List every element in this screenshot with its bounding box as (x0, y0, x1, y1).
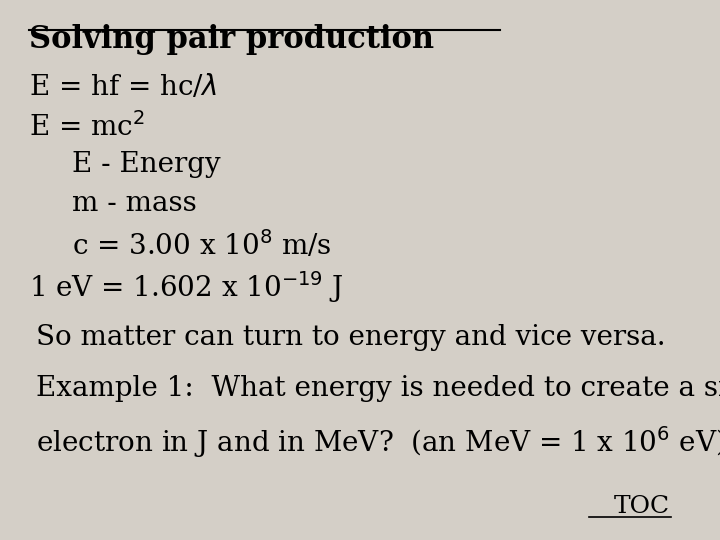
Text: E = mc$^2$: E = mc$^2$ (29, 112, 145, 142)
Text: 1 eV = 1.602 x 10$^{-19}$ J: 1 eV = 1.602 x 10$^{-19}$ J (29, 269, 343, 305)
Text: Solving pair production: Solving pair production (29, 24, 434, 55)
Text: TOC: TOC (613, 495, 670, 518)
Text: Example 1:  What energy is needed to create a single: Example 1: What energy is needed to crea… (36, 375, 720, 402)
Text: So matter can turn to energy and vice versa.: So matter can turn to energy and vice ve… (36, 324, 665, 351)
Text: c = 3.00 x 10$^8$ m/s: c = 3.00 x 10$^8$ m/s (72, 229, 331, 261)
Text: E = hf = hc/$\lambda$: E = hf = hc/$\lambda$ (29, 73, 217, 101)
Text: electron in J and in MeV?  (an MeV = 1 x 10$^6$ eV): electron in J and in MeV? (an MeV = 1 x … (36, 424, 720, 460)
Text: E - Energy: E - Energy (72, 151, 220, 178)
Text: m - mass: m - mass (72, 190, 197, 217)
